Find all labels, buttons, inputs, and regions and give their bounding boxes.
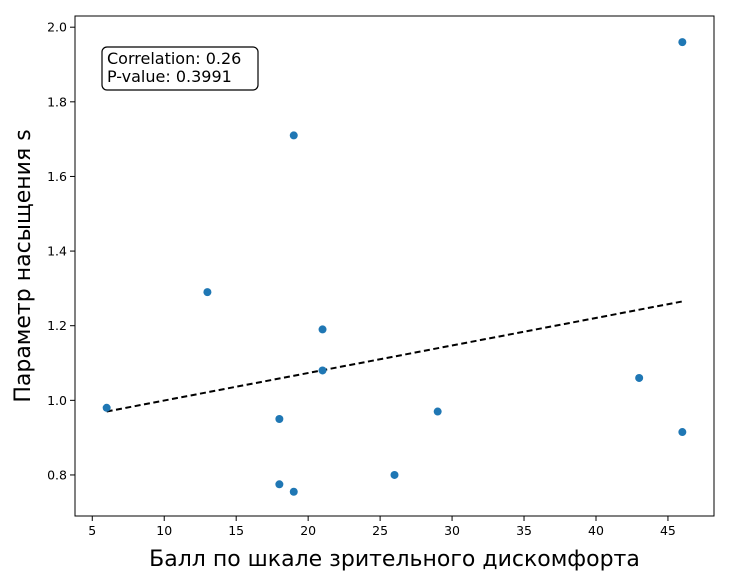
x-tick-label: 25 [372, 523, 388, 538]
data-point [678, 428, 687, 437]
correlation-text: Correlation: 0.26 [107, 49, 241, 68]
x-tick-label: 45 [660, 523, 676, 538]
x-tick-label: 40 [588, 523, 604, 538]
data-point [318, 325, 327, 334]
y-tick-label: 1.0 [47, 393, 67, 408]
y-tick-label: 1.8 [47, 94, 67, 109]
y-tick-label: 1.2 [47, 318, 67, 333]
data-point [275, 480, 284, 489]
x-tick-label: 30 [444, 523, 460, 538]
y-tick-label: 1.4 [47, 244, 67, 259]
data-point [289, 487, 298, 496]
trendline [106, 300, 683, 413]
annotation-box: Correlation: 0.26 P-value: 0.3991 [101, 46, 259, 91]
y-tick-label: 1.6 [47, 169, 67, 184]
data-point [289, 131, 298, 140]
data-point [102, 403, 111, 412]
x-tick-label: 10 [156, 523, 172, 538]
x-tick-label: 5 [88, 523, 96, 538]
x-tick-label: 15 [228, 523, 244, 538]
data-points [102, 38, 687, 496]
data-point [635, 373, 644, 382]
annotation-frame [101, 46, 259, 91]
data-point [390, 470, 399, 479]
data-point [275, 414, 284, 423]
x-axis-title: Балл по шкале зрительного дискомфорта [149, 547, 640, 572]
data-point [203, 288, 212, 297]
y-tick-label: 2.0 [47, 20, 67, 35]
data-point [318, 366, 327, 375]
x-tick-label: 35 [516, 523, 532, 538]
x-tick-label: 20 [300, 523, 316, 538]
data-point [678, 38, 687, 47]
trendline-group [106, 300, 683, 413]
plot-frame [74, 15, 715, 517]
axis-ticks: 5 10 15 20 25 30 35 40 45 0.8 1.0 1.2 1.4 1.6 1.8 2.0 [47, 20, 676, 538]
y-tick-label: 0.8 [47, 467, 67, 482]
p-value-text: P-value: 0.3991 [107, 67, 232, 86]
data-point [433, 407, 442, 416]
y-axis-title: Параметр насыщения s [11, 129, 36, 402]
